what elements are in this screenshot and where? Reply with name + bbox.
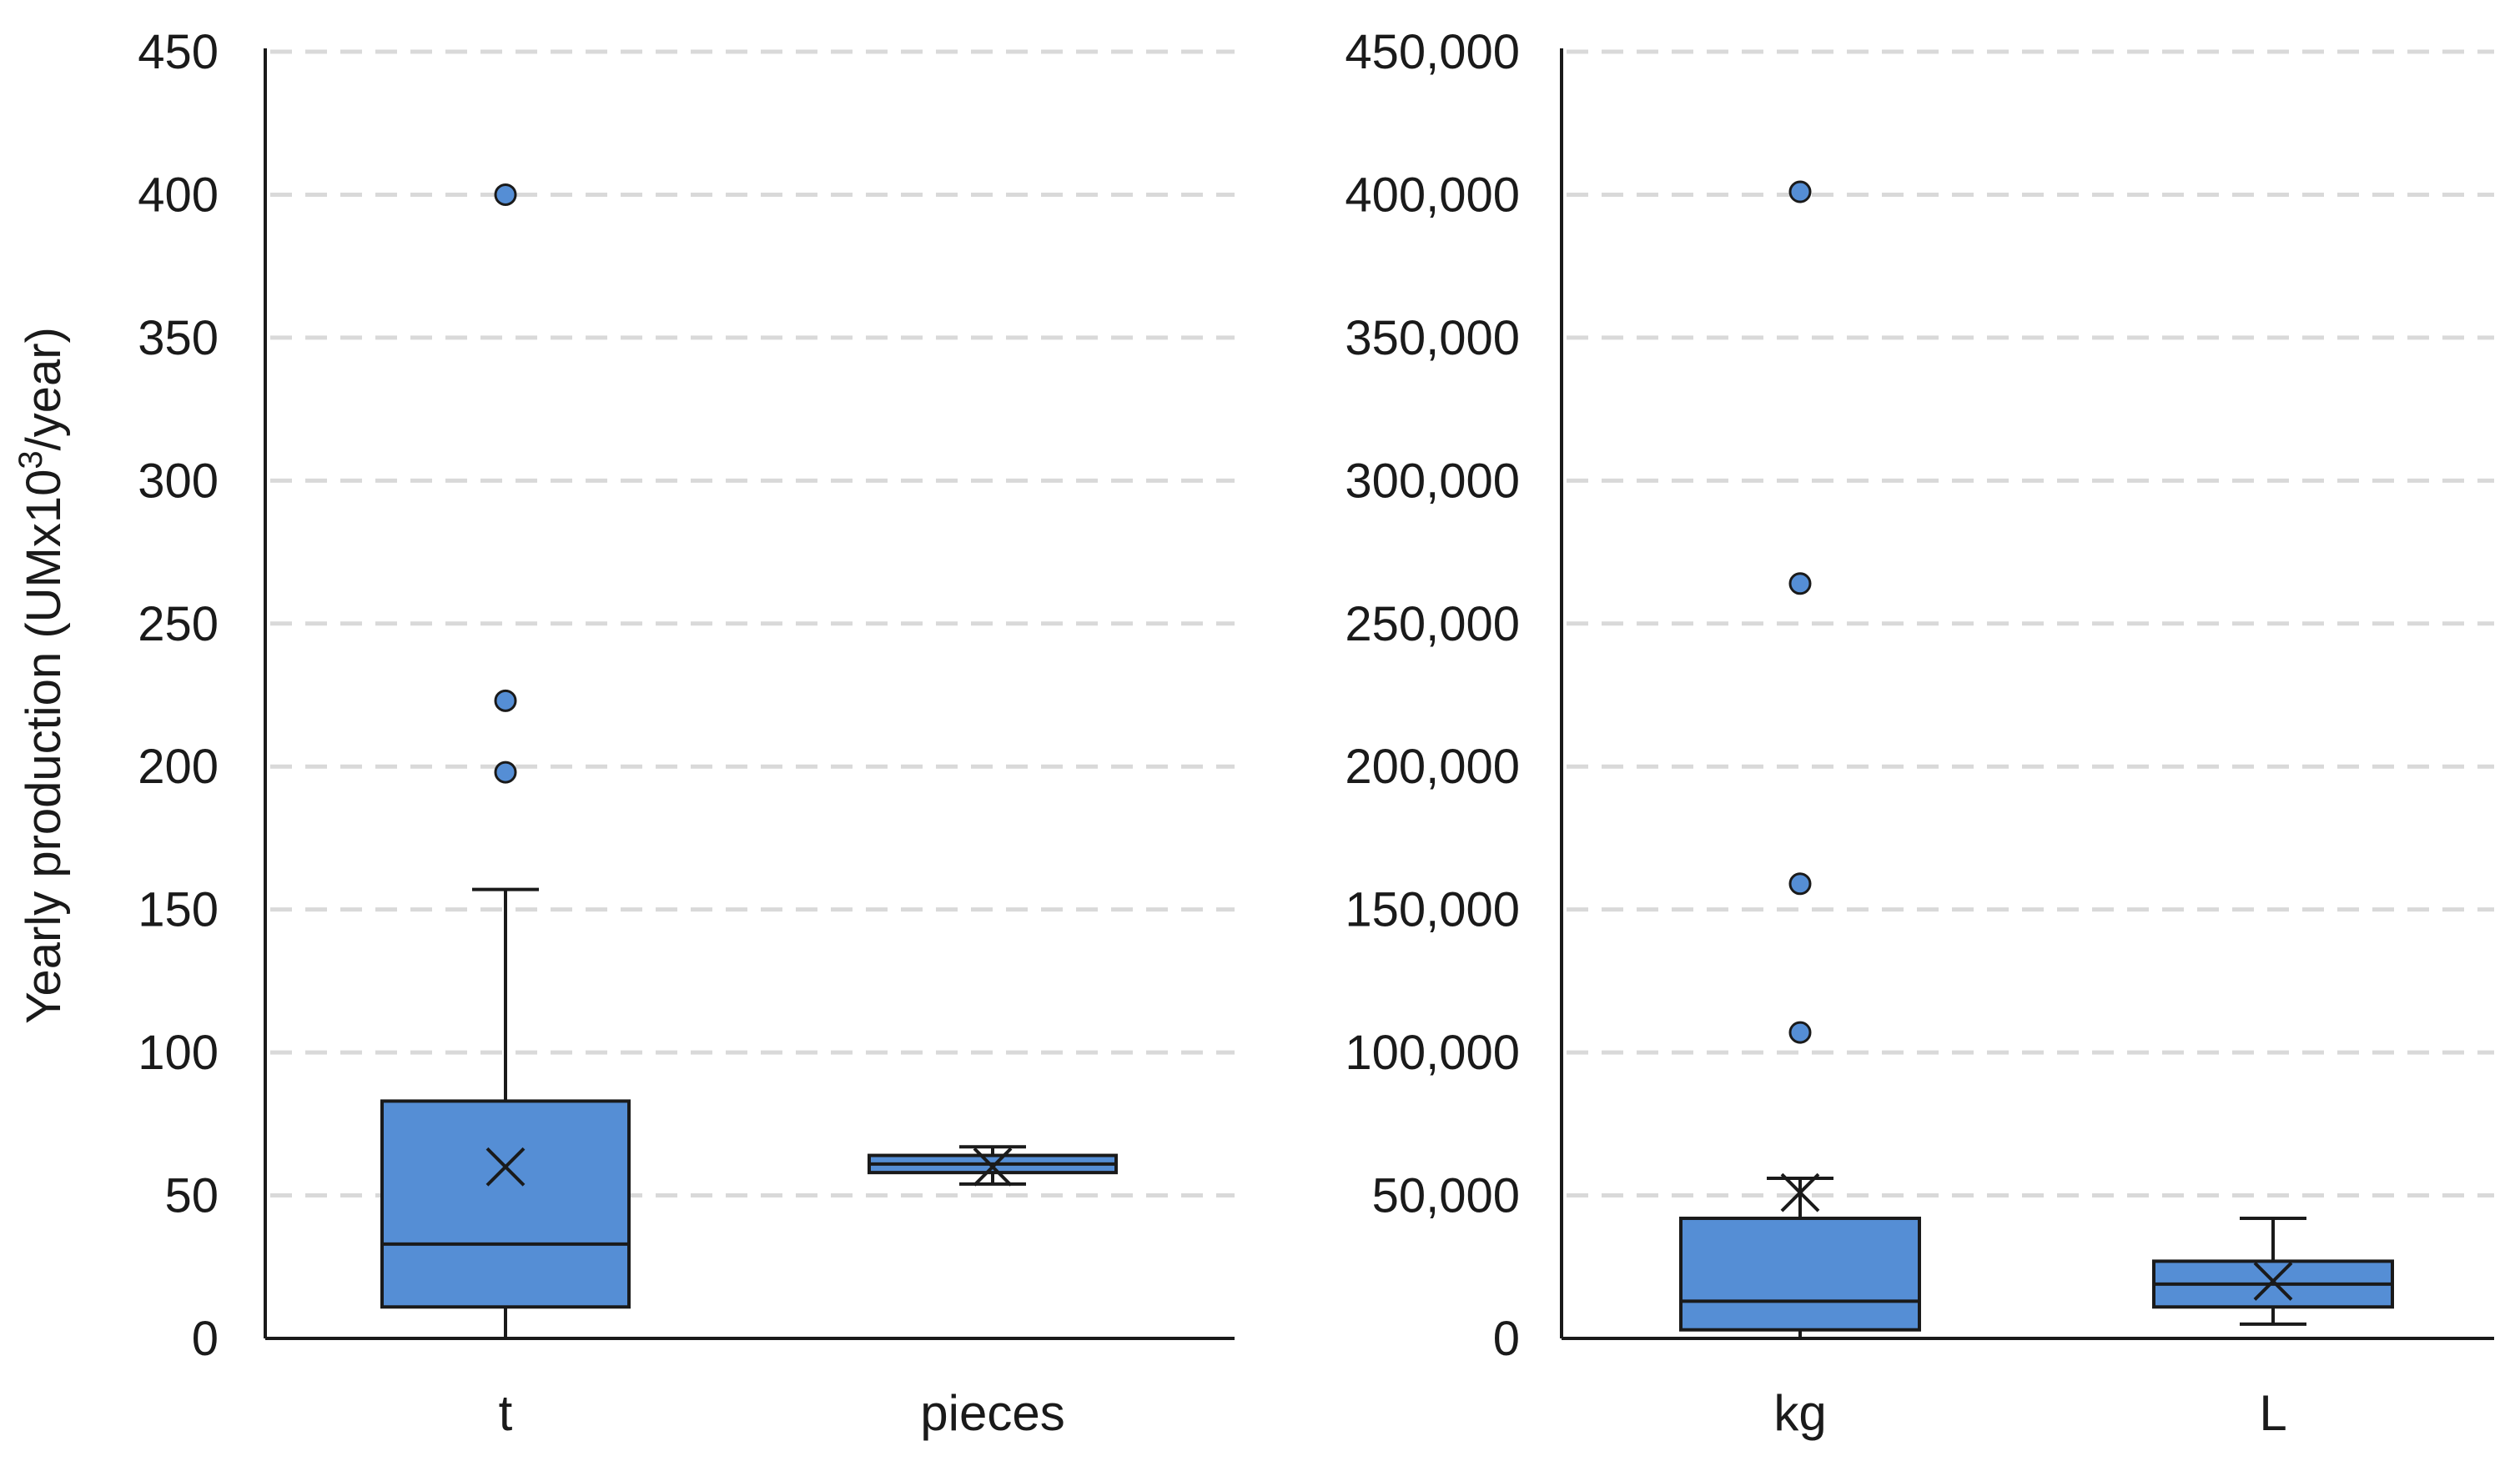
y-tick-label: 400,000 (1345, 168, 1520, 222)
left-panel: 0 50 100 150 200 250 300 350 400 450 t pieces (138, 25, 1235, 1441)
outlier-point (494, 183, 517, 206)
x-category-label: L (2259, 1385, 2286, 1441)
y-tick-label: 50,000 (1372, 1169, 1520, 1223)
y-tick-label: 100 (138, 1026, 219, 1080)
y-tick-label: 450,000 (1345, 25, 1520, 79)
y-tick-label: 300,000 (1345, 454, 1520, 508)
mean-marker (485, 1147, 526, 1187)
outlier-point (494, 761, 517, 784)
y-tick-label: 300 (138, 454, 219, 508)
outlier-point (1788, 1021, 1812, 1044)
outlier-point (494, 689, 517, 712)
right-panel: 0 50,000 100,000 150,000 200,000 250,000 300,0… (1345, 25, 2494, 1441)
outlier-point (1788, 180, 1812, 203)
box-kg (1679, 1216, 1921, 1332)
y-tick-label: 200,000 (1345, 740, 1520, 794)
y-tick-label: 150,000 (1345, 883, 1520, 937)
mean-marker (1780, 1172, 1820, 1212)
y-tick-label: 150 (138, 883, 219, 937)
y-tick-label: 50 (164, 1169, 219, 1223)
y-tick-label: 250,000 (1345, 597, 1520, 651)
y-tick-label: 450 (138, 25, 219, 79)
y-tick-label: 200 (138, 740, 219, 794)
x-category-label: pieces (920, 1385, 1064, 1441)
y-axis-title: Yearly production (UMx103/year) (13, 327, 71, 1024)
x-category-label: t (499, 1385, 513, 1441)
y-tick-label: 250 (138, 597, 219, 651)
y-tick-label: 0 (1493, 1312, 1520, 1366)
y-tick-label: 400 (138, 168, 219, 222)
y-tick-label: 350,000 (1345, 311, 1520, 365)
mean-marker (2253, 1262, 2293, 1301)
y-tick-label: 0 (192, 1312, 219, 1366)
y-tick-label: 100,000 (1345, 1026, 1520, 1080)
outlier-point (1788, 872, 1812, 896)
outlier-point (1788, 572, 1812, 595)
box-t (380, 1099, 631, 1309)
y-tick-label: 350 (138, 311, 219, 365)
mean-marker (973, 1147, 1013, 1187)
x-category-label: kg (1773, 1385, 1826, 1441)
